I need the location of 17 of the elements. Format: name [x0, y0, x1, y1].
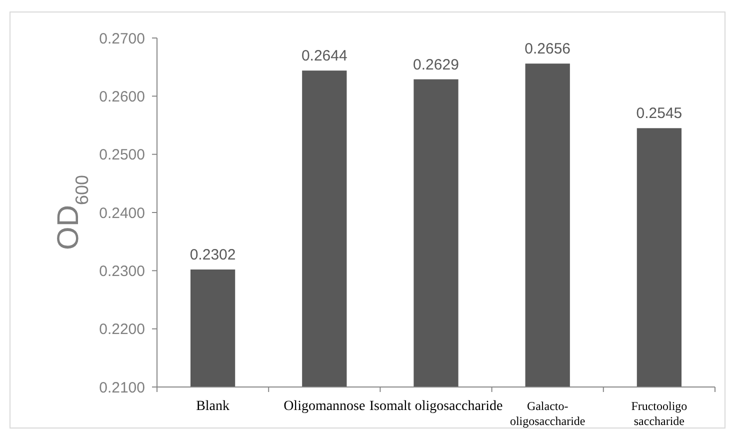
x-tick-label: Isomalt oligosaccharide [369, 399, 503, 414]
y-tick-label: 0.2600 [99, 88, 145, 106]
data-label: 0.2302 [190, 246, 236, 264]
y-tick-label: 0.2400 [99, 204, 145, 222]
y-tick-label: 0.2200 [99, 321, 145, 338]
data-label: 0.2644 [301, 48, 348, 65]
y-tick-label: 0.2500 [99, 146, 145, 164]
x-tick-label: Galacto- oligosaccharide [510, 399, 586, 428]
x-tick-label: Oligomannose [284, 399, 366, 414]
data-label: 0.2629 [413, 56, 459, 74]
data-label: 0.2545 [636, 105, 682, 122]
y-tick-label: 0.2100 [99, 379, 145, 396]
x-tick-label: Blank [196, 399, 230, 414]
y-tick-label: 0.2700 [99, 30, 145, 48]
x-tick-label: Fructooligo saccharide [631, 399, 688, 428]
data-label: 0.2656 [524, 40, 571, 58]
y-tick-label: 0.2300 [99, 262, 145, 280]
